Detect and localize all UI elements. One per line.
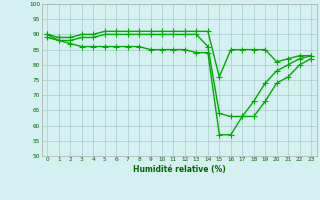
- X-axis label: Humidité relative (%): Humidité relative (%): [133, 165, 226, 174]
